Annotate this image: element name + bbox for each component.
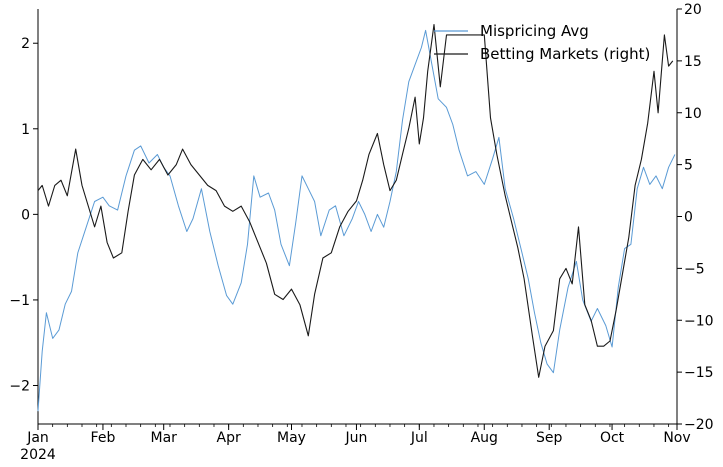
legend-betting-markets-label: Betting Markets (right)	[480, 45, 650, 63]
mispricing-avg-line	[37, 29, 676, 412]
x-tick-label: Nov	[663, 430, 690, 446]
legend-mispricing-avg-label: Mispricing Avg	[480, 22, 589, 40]
right-y-tick-label: −10	[684, 313, 714, 329]
x-tick-label: Apr	[217, 430, 241, 446]
right-y-tick-label: −15	[684, 365, 714, 381]
x-tick-label: Jun	[345, 430, 368, 446]
x-tick-label: May	[277, 430, 306, 446]
left-y-tick-label: −1	[9, 293, 30, 309]
chart-legend: Mispricing Avg Betting Markets (right)	[434, 22, 650, 63]
x-tick-label: Sep	[536, 430, 563, 446]
x-tick-label: Jul	[410, 430, 428, 446]
left-y-tick-label: 2	[21, 36, 30, 52]
x-tick-label: Feb	[91, 430, 116, 446]
x-tick-label: Oct	[600, 430, 625, 446]
x-tick-label: Jan	[26, 430, 49, 446]
left-y-tick-label: −2	[9, 378, 30, 394]
betting-markets-line	[37, 24, 674, 378]
right-y-tick-label: −20	[684, 417, 714, 433]
left-y-tick-label: 0	[21, 207, 30, 223]
x-tick-label: Aug	[471, 430, 498, 446]
left-y-tick-label: 1	[21, 122, 30, 138]
right-y-tick-label: 20	[684, 2, 702, 18]
right-y-tick-label: −5	[684, 261, 705, 277]
series-layer	[37, 24, 676, 412]
x-tick-label: Mar	[150, 430, 177, 446]
right-y-tick-label: 5	[684, 158, 693, 174]
right-y-tick-label: 15	[684, 54, 702, 70]
right-y-tick-label: 0	[684, 210, 693, 226]
chart-axes	[37, 9, 678, 425]
right-y-tick-label: 10	[684, 106, 702, 122]
x-year-label: 2024	[20, 447, 56, 463]
